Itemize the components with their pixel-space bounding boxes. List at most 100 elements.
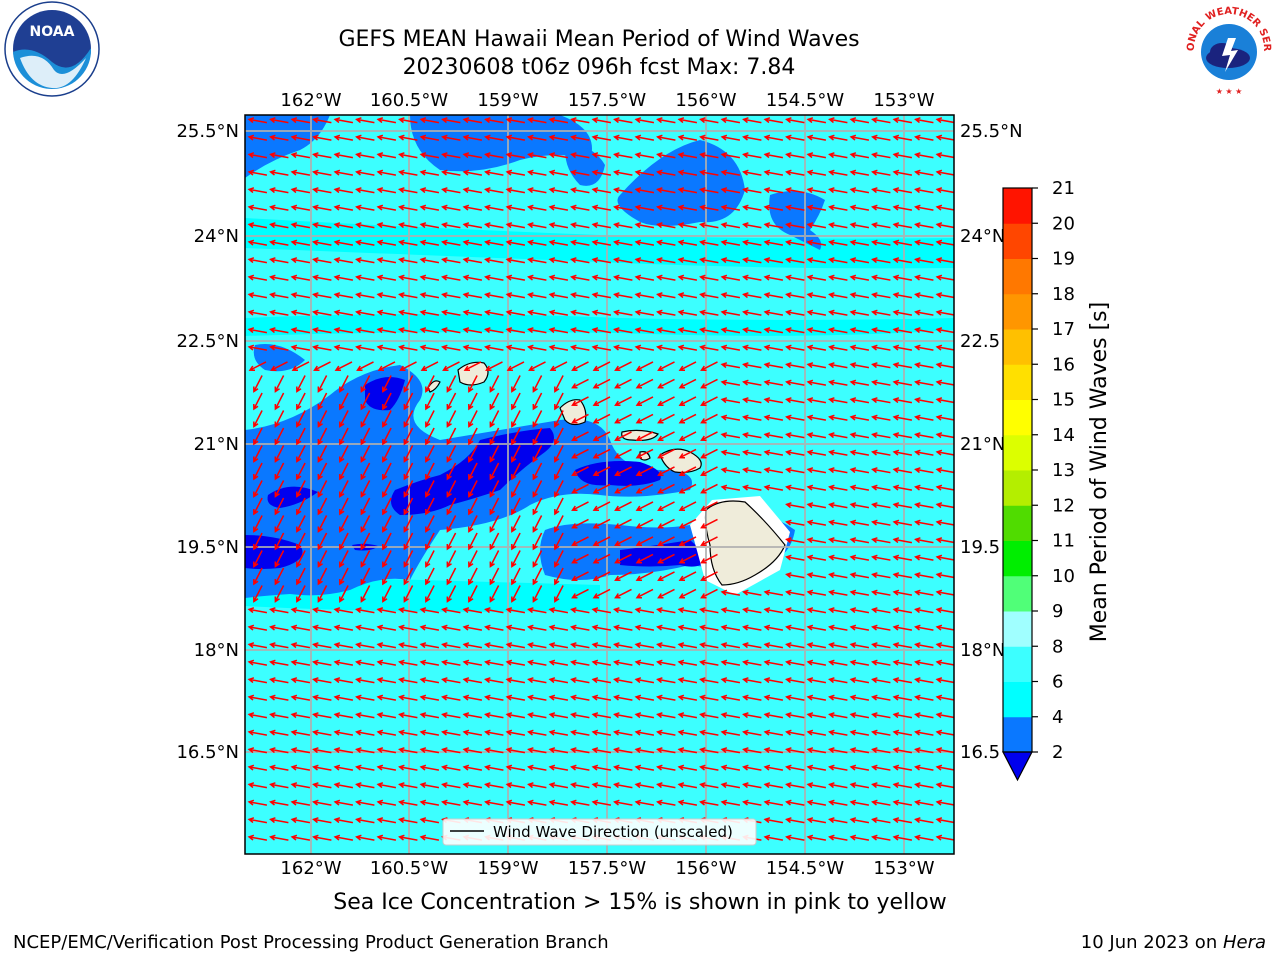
wind-wave-arrow	[355, 642, 375, 649]
wind-wave-arrow	[247, 764, 268, 771]
wind-wave-arrow	[914, 642, 934, 649]
wind-wave-arrow	[742, 257, 762, 264]
wind-wave-arrow	[570, 799, 590, 806]
wind-wave-arrow	[290, 712, 311, 719]
wind-wave-arrow	[828, 519, 848, 526]
wind-wave-arrow	[419, 607, 440, 614]
wind-wave-arrow	[720, 467, 741, 474]
wind-wave-arrow	[419, 764, 440, 771]
wind-wave-arrow	[613, 239, 633, 246]
wind-wave-arrow	[511, 532, 521, 551]
islands	[427, 361, 786, 586]
wind-wave-arrow	[247, 834, 268, 841]
colorbar-segment	[1003, 470, 1032, 506]
lat-tick-right: 16.5	[960, 742, 1000, 763]
wind-wave-arrow	[892, 344, 913, 351]
wind-wave-arrow	[720, 484, 741, 491]
lon-ticks-bottom: 162°W 160.5°W 159°W 157.5°W 156°W 154.5°W 153°…	[280, 858, 934, 879]
wind-wave-arrow	[419, 152, 440, 159]
wind-wave-arrow	[677, 152, 698, 159]
wind-wave-arrow	[914, 799, 934, 806]
wind-wave-arrow	[763, 379, 784, 386]
wind-wave-arrow	[871, 134, 891, 141]
wind-wave-arrow	[785, 537, 805, 544]
wind-wave-arrow	[425, 532, 435, 551]
wind-wave-arrow	[247, 292, 268, 299]
wind-wave-arrow	[914, 817, 934, 824]
wind-wave-arrow	[614, 571, 632, 581]
wind-wave-arrow	[763, 712, 784, 719]
wind-wave-arrow	[317, 515, 328, 533]
wind-wave-arrow	[828, 589, 848, 596]
wind-wave-arrow	[333, 624, 354, 631]
chart-title: GEFS MEAN Hawaii Mean Period of Wind Wav…	[338, 27, 860, 52]
wind-wave-arrow	[785, 782, 805, 789]
wind-wave-arrow	[376, 799, 397, 806]
wind-wave-arrow	[828, 327, 848, 334]
wind-wave-arrow	[720, 327, 741, 334]
wind-wave-arrow	[355, 169, 375, 176]
wind-wave-arrow	[677, 607, 698, 614]
wind-wave-arrow	[333, 747, 354, 754]
wind-wave-arrow	[742, 344, 762, 351]
wind-wave-arrow	[548, 642, 569, 649]
wind-wave-arrow	[742, 659, 762, 666]
wind-wave-arrow	[914, 432, 934, 439]
wind-wave-arrow	[892, 659, 913, 666]
wind-wave-arrow	[699, 117, 719, 124]
lon-tick-top: 162°W	[280, 90, 341, 111]
wind-wave-arrow	[312, 642, 332, 649]
wind-wave-arrow	[849, 187, 870, 194]
wind-wave-arrow	[700, 501, 718, 511]
wind-wave-arrow	[720, 397, 741, 404]
wind-wave-arrow	[677, 764, 698, 771]
wind-wave-arrow	[420, 361, 439, 371]
wind-wave-arrow	[376, 152, 397, 159]
wind-wave-arrow	[247, 274, 268, 281]
colorbar-tick: 15	[1052, 390, 1075, 411]
wind-wave-arrow	[441, 607, 461, 614]
wind-wave-arrow	[935, 257, 954, 264]
wind-wave-arrow	[291, 361, 310, 371]
wind-wave-arrow	[403, 392, 414, 411]
wind-wave-arrow	[290, 134, 311, 141]
wind-wave-arrow	[446, 532, 457, 551]
wind-wave-arrow	[634, 624, 655, 631]
wind-wave-arrow	[290, 117, 311, 124]
wind-wave-arrow	[763, 467, 784, 474]
wind-wave-arrow	[382, 480, 392, 498]
wind-wave-arrow	[484, 659, 504, 666]
wind-wave-arrow	[742, 694, 762, 701]
wind-wave-arrow	[554, 550, 564, 568]
wind-wave-arrow	[871, 379, 891, 386]
wind-wave-arrow	[935, 274, 954, 281]
wind-wave-arrow	[253, 410, 263, 428]
wind-wave-arrow	[290, 677, 311, 684]
wind-wave-arrow	[634, 327, 655, 334]
wind-wave-arrow	[914, 747, 934, 754]
wind-wave-arrow	[613, 327, 633, 334]
wind-wave-arrow	[871, 274, 891, 281]
wind-wave-arrow	[935, 554, 954, 561]
wind-wave-arrow	[763, 677, 784, 684]
wind-wave-arrow	[828, 414, 848, 421]
wind-wave-arrow	[505, 607, 526, 614]
wind-wave-arrow	[700, 483, 718, 494]
wind-wave-arrow	[591, 292, 612, 299]
wind-wave-arrow	[699, 292, 719, 299]
wind-wave-arrow	[935, 379, 954, 386]
wind-wave-arrow	[914, 502, 934, 509]
wind-wave-arrow	[914, 572, 934, 579]
wind-wave-arrow	[720, 222, 741, 229]
wind-wave-arrow	[505, 134, 526, 141]
wind-wave-arrow	[290, 607, 311, 614]
wind-wave-arrow	[290, 292, 311, 299]
wind-wave-arrow	[657, 466, 675, 476]
wind-wave-arrow	[699, 344, 719, 351]
wind-wave-arrow	[785, 379, 805, 386]
wind-wave-arrow	[484, 169, 504, 176]
wind-wave-arrow	[248, 361, 267, 371]
wind-wave-arrow	[892, 362, 913, 369]
wind-wave-arrow	[489, 410, 500, 428]
wind-wave-arrow	[935, 782, 954, 789]
